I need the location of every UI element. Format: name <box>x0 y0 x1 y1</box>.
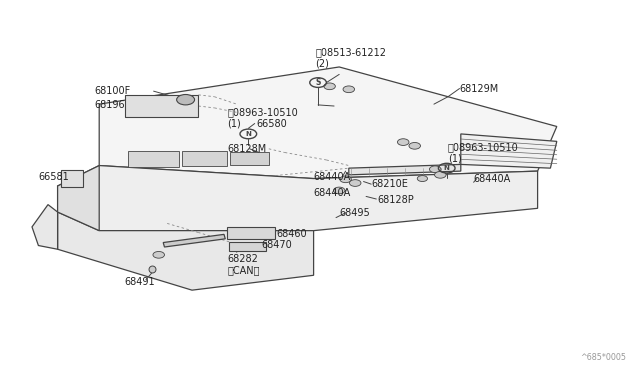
FancyBboxPatch shape <box>182 151 227 166</box>
Text: 68491: 68491 <box>125 277 156 287</box>
Circle shape <box>153 251 164 258</box>
Polygon shape <box>461 134 557 168</box>
Circle shape <box>429 166 441 173</box>
Text: Ⓝ08513-61212
(2): Ⓝ08513-61212 (2) <box>316 47 387 68</box>
Text: 68440A: 68440A <box>314 172 351 182</box>
Polygon shape <box>58 166 99 231</box>
Circle shape <box>349 180 361 186</box>
Circle shape <box>417 176 428 182</box>
FancyBboxPatch shape <box>229 242 266 251</box>
Text: 68460: 68460 <box>276 229 307 238</box>
Circle shape <box>333 187 345 194</box>
Text: 68128M: 68128M <box>227 144 266 154</box>
Circle shape <box>340 176 351 183</box>
Text: N: N <box>444 165 450 171</box>
Polygon shape <box>349 164 461 175</box>
Polygon shape <box>99 67 557 179</box>
FancyBboxPatch shape <box>227 227 275 239</box>
Circle shape <box>324 83 335 90</box>
Text: 68470: 68470 <box>261 240 292 250</box>
Circle shape <box>397 139 409 145</box>
Circle shape <box>409 142 420 149</box>
Text: S: S <box>316 78 321 87</box>
FancyBboxPatch shape <box>61 170 83 187</box>
Text: 68128P: 68128P <box>378 195 414 205</box>
Text: N: N <box>245 131 252 137</box>
Polygon shape <box>32 205 58 249</box>
Text: 68440A: 68440A <box>314 189 351 198</box>
Text: ^685*0005: ^685*0005 <box>580 353 626 362</box>
Circle shape <box>435 171 446 178</box>
Text: Ⓝ08963-10510
(1): Ⓝ08963-10510 (1) <box>448 142 519 164</box>
Text: 68129M: 68129M <box>460 84 499 93</box>
Text: 68440A: 68440A <box>474 174 511 183</box>
Text: 68100F: 68100F <box>95 86 131 96</box>
Text: 68495: 68495 <box>339 208 370 218</box>
Polygon shape <box>163 234 225 247</box>
Circle shape <box>343 86 355 93</box>
Text: 68196: 68196 <box>95 100 125 110</box>
Text: 68210E: 68210E <box>371 179 408 189</box>
Circle shape <box>177 94 195 105</box>
Text: 66580: 66580 <box>256 119 287 128</box>
Polygon shape <box>58 212 314 290</box>
Text: 68282
〈CAN〉: 68282 〈CAN〉 <box>227 254 260 275</box>
Text: 66581: 66581 <box>38 172 69 182</box>
Text: Ⓝ08963-10510
(1): Ⓝ08963-10510 (1) <box>227 107 298 128</box>
Polygon shape <box>58 166 538 231</box>
FancyBboxPatch shape <box>230 152 269 165</box>
FancyBboxPatch shape <box>128 151 179 167</box>
FancyBboxPatch shape <box>125 95 198 117</box>
